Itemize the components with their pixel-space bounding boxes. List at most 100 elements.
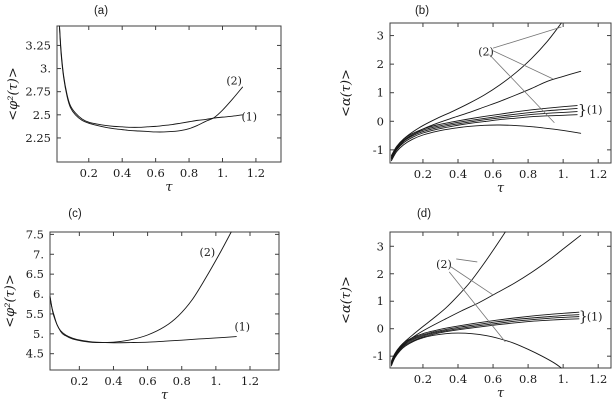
y-tick-label: 0 <box>377 114 384 128</box>
curve-group-label: (1) <box>587 103 603 116</box>
x-axis-label: τ <box>497 386 505 401</box>
curve-1-1 <box>59 25 244 128</box>
x-tick-label: 0.4 <box>104 374 122 388</box>
curve-group-label: (1) <box>587 310 603 323</box>
y-tick-label: 2.75 <box>25 85 51 99</box>
leader-line <box>492 26 562 49</box>
x-tick-label: 0.8 <box>180 166 198 180</box>
y-tick-label: 1 <box>377 86 384 100</box>
y-tick-label: 1 <box>377 294 384 308</box>
panel-label-c: (c) <box>68 208 82 220</box>
x-tick-label: 0.2 <box>414 372 432 386</box>
y-ticks: -1 0 1 2 3 <box>373 29 611 157</box>
panel-a: 0.2 0.4 0.6 0.8 1. 1.2 2.25 2.5 2.75 3. 3.25 (2) (1)… <box>6 5 282 195</box>
panel-label-d: (d) <box>417 208 431 220</box>
y-tick-label: 3. <box>40 62 51 76</box>
x-tick-label: 1.2 <box>589 167 607 181</box>
curve-2-2b <box>390 234 582 365</box>
x-tick-label: 0.2 <box>80 166 98 180</box>
curve-group-label: (1) <box>235 320 251 333</box>
x-tick-label: 1. <box>558 372 569 386</box>
curve-1-1 <box>49 295 237 344</box>
curves <box>390 231 582 369</box>
x-tick-label: 0.4 <box>113 166 131 180</box>
curve-1-1c <box>390 316 580 364</box>
y-axis-label: <φ²(τ)> <box>3 274 18 327</box>
plot-frame <box>389 231 612 369</box>
x-axis-label: τ <box>165 180 173 195</box>
curve-1-1c <box>390 111 578 159</box>
panel-label-a: (a) <box>94 5 108 17</box>
y-axis-label: <α(τ)> <box>339 276 354 324</box>
curve-group-brace: } <box>579 309 588 325</box>
x-axis-label: τ <box>161 388 169 403</box>
x-tick-label: 0.8 <box>519 167 537 181</box>
plot-frame <box>389 22 612 164</box>
leader-line <box>448 271 506 343</box>
leader-line <box>456 258 478 263</box>
curve-2-2 <box>49 231 232 344</box>
curve-group-label: (2) <box>478 46 494 59</box>
x-tick-label: 0.6 <box>484 372 502 386</box>
x-tick-label: 0.4 <box>449 167 467 181</box>
x-tick-label: 1.2 <box>247 166 265 180</box>
x-tick-label: 1.2 <box>589 372 607 386</box>
curve-1-1b <box>390 107 578 158</box>
curve-group-label: (2) <box>436 258 452 271</box>
y-tick-label: 0 <box>377 322 384 336</box>
annotations: (2)} (1) <box>478 46 602 119</box>
leader-lines <box>448 258 506 343</box>
plot-frame <box>49 231 280 371</box>
annotations: (2) (1) <box>200 246 251 333</box>
y-tick-label: -1 <box>373 143 384 157</box>
curve-group-label: (2) <box>200 246 216 259</box>
y-tick-label: 5. <box>33 327 44 341</box>
curve-1-1d <box>390 318 580 365</box>
leader-line <box>450 266 494 296</box>
annotations: (2)} (1) <box>436 258 602 325</box>
y-tick-label: -1 <box>373 349 384 363</box>
y-tick-label: 2 <box>377 267 384 281</box>
curve-1-1a <box>390 105 578 157</box>
y-tick-label: 5.5 <box>26 307 44 321</box>
curve-2-2c <box>390 332 562 369</box>
x-tick-label: 0.2 <box>414 167 432 181</box>
y-tick-label: 6.5 <box>26 267 44 281</box>
curves <box>49 231 237 344</box>
curves <box>59 25 244 133</box>
y-tick-label: 7.5 <box>26 227 44 241</box>
plot-frame <box>56 25 282 163</box>
curve-1-1d <box>390 114 578 160</box>
curve-group-brace: } <box>578 102 587 118</box>
y-tick-label: 6. <box>33 287 44 301</box>
x-ticks: 0.2 0.4 0.6 0.8 1. 1.2 <box>414 23 607 181</box>
x-tick-label: 1. <box>217 166 228 180</box>
x-tick-label: 0.6 <box>146 166 164 180</box>
curve-group-label: (1) <box>241 111 257 124</box>
curve-1-1a <box>390 311 580 362</box>
x-tick-label: 1.2 <box>241 374 259 388</box>
x-ticks: 0.2 0.4 0.6 0.8 1. 1.2 <box>70 232 259 388</box>
x-tick-label: 0.6 <box>484 167 502 181</box>
y-ticks: 4.5 5. 5.5 6. 6.5 7. 7.5 <box>26 227 279 361</box>
panel-c: 0.2 0.4 0.6 0.8 1. 1.2 4.5 5. 5.5 6. 6.5 7. 7.5 (2) (1… <box>3 208 280 403</box>
y-tick-label: 3 <box>377 239 384 253</box>
x-axis-label: τ <box>497 181 505 196</box>
annotations: (2) (1) <box>226 75 257 124</box>
y-axis-label: <α(τ)> <box>339 69 354 117</box>
panel-b: 0.2 0.4 0.6 0.8 1. 1.2 -1 0 1 2 3 (2)} (1) (b) <α(τ)> τ <box>339 5 612 196</box>
y-ticks: 2.25 2.5 2.75 3. 3.25 <box>25 38 281 145</box>
y-tick-label: 2.25 <box>25 131 51 145</box>
curves <box>390 22 582 162</box>
leader-lines <box>489 26 562 123</box>
curve-2-2 <box>59 27 244 133</box>
x-tick-label: 0.2 <box>70 374 88 388</box>
x-tick-label: 0.8 <box>173 374 191 388</box>
y-tick-label: 3 <box>377 29 384 43</box>
y-tick-label: 2 <box>377 57 384 71</box>
y-ticks: -1 0 1 2 3 <box>373 239 611 363</box>
leader-line <box>492 50 553 80</box>
x-ticks: 0.2 0.4 0.6 0.8 1. 1.2 <box>80 26 265 180</box>
